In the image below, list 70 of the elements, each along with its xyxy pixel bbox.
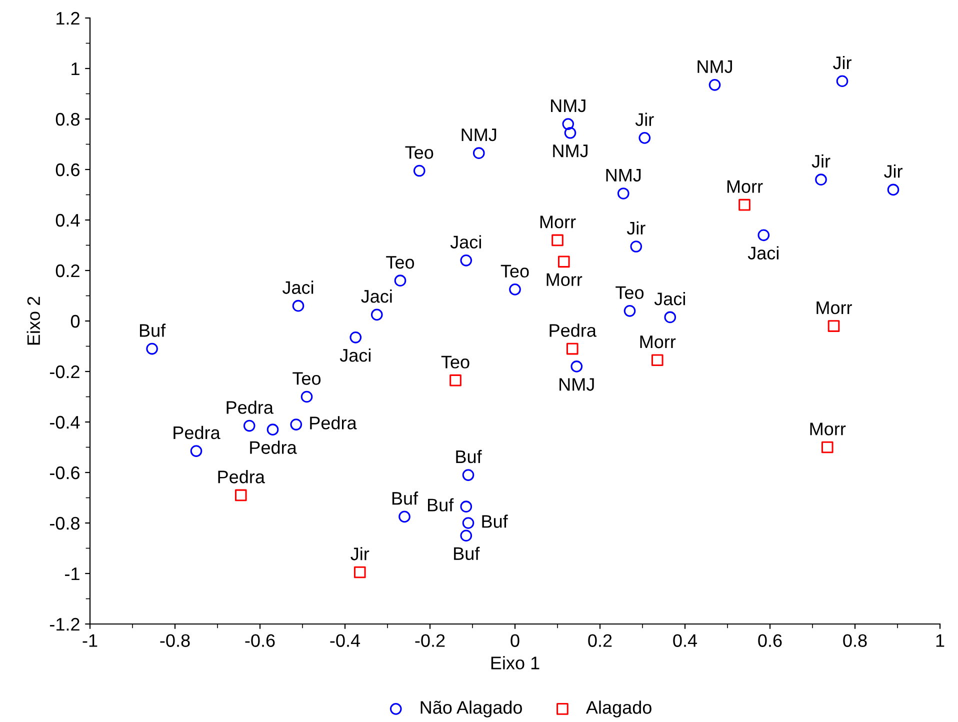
annotation: Teo — [405, 146, 434, 159]
annotation: NMJ — [560, 378, 594, 391]
annotation: Morr — [540, 216, 576, 228]
annotation: Morr — [640, 336, 676, 348]
legend-label: Não Alagado — [420, 700, 522, 718]
annotation: Buf — [454, 546, 480, 560]
y-tick-label: 0 — [70, 314, 80, 328]
x-tick-label: 1 — [936, 634, 944, 647]
annotation: Pedra — [218, 470, 265, 484]
annotation: Morr — [810, 422, 846, 436]
x-tick-label: -0.8 — [160, 634, 190, 647]
annotation: Teo — [441, 356, 470, 368]
annotation: Teo — [616, 286, 644, 299]
y-tick-label: 0.8 — [56, 112, 80, 126]
annotation: Jir — [626, 221, 646, 235]
annotation: Jir — [833, 56, 852, 70]
y-tick-label: -1 — [65, 568, 80, 580]
annotation: Jaci — [654, 292, 685, 306]
annotation: Teo — [292, 372, 321, 385]
y-tick-label: -1.2 — [50, 618, 80, 631]
y-tick-label: -0.6 — [50, 466, 80, 480]
annotation: Buf — [140, 324, 166, 337]
x-tick-label: -1 — [82, 634, 98, 647]
annotation: Morr — [727, 180, 763, 193]
annotation: Jir — [884, 164, 902, 178]
annotation: Buf — [456, 450, 482, 464]
y-tick-label: 1 — [72, 62, 80, 76]
x-tick-label: 0.8 — [843, 634, 867, 647]
annotation: Morr — [546, 273, 582, 286]
y-tick-label: 0.6 — [56, 163, 80, 176]
x-axis-title: Eixo 1 — [491, 656, 540, 670]
annotation: Buf — [392, 492, 418, 505]
annotation: Teo — [386, 256, 414, 269]
annotation: NMJ — [462, 128, 496, 142]
y-axis-title: Eixo 2 — [26, 296, 40, 345]
x-tick-label: -0.6 — [245, 634, 275, 647]
annotation: Jir — [350, 547, 370, 560]
annotation: Teo — [500, 264, 529, 278]
x-tick-label: -0.2 — [415, 634, 445, 647]
annotation: Jaci — [282, 280, 314, 294]
annotation: NMJ — [551, 100, 586, 112]
annotation: Jir — [812, 154, 830, 168]
legend-label: Alagado — [586, 700, 652, 718]
y-tick-label: -0.2 — [50, 365, 80, 378]
annotation: Jaci — [361, 290, 392, 303]
annotation: NMJ — [698, 60, 732, 74]
annotation: Pedra — [174, 426, 220, 440]
annotation: Buf — [482, 514, 508, 528]
y-tick-label: -0.8 — [50, 516, 80, 530]
x-tick-label: -0.4 — [330, 634, 360, 647]
annotation: Pedra — [226, 400, 274, 414]
annotation: Jir — [635, 112, 654, 126]
annotation: NMJ — [606, 168, 641, 182]
annotation: Jaci — [748, 246, 778, 260]
x-tick-label: 0.4 — [673, 634, 698, 647]
x-tick-label: 0.2 — [588, 634, 612, 647]
y-tick-label: -0.4 — [50, 416, 80, 429]
annotation: Pedra — [550, 324, 596, 337]
annotation: Jaci — [340, 348, 370, 362]
y-tick-label: 1.2 — [56, 12, 80, 25]
y-tick-label: 0.2 — [56, 264, 80, 278]
annotation: Pedra — [250, 440, 297, 454]
annotation: Morr — [816, 302, 852, 314]
x-tick-label: 0 — [510, 634, 520, 647]
annotation: NMJ — [553, 144, 588, 158]
y-tick-label: 0.4 — [56, 214, 80, 227]
annotation: Jaci — [450, 235, 481, 248]
annotation: Buf — [428, 498, 454, 512]
annotation: Pedra — [310, 416, 357, 430]
x-tick-label: 0.6 — [758, 634, 782, 647]
